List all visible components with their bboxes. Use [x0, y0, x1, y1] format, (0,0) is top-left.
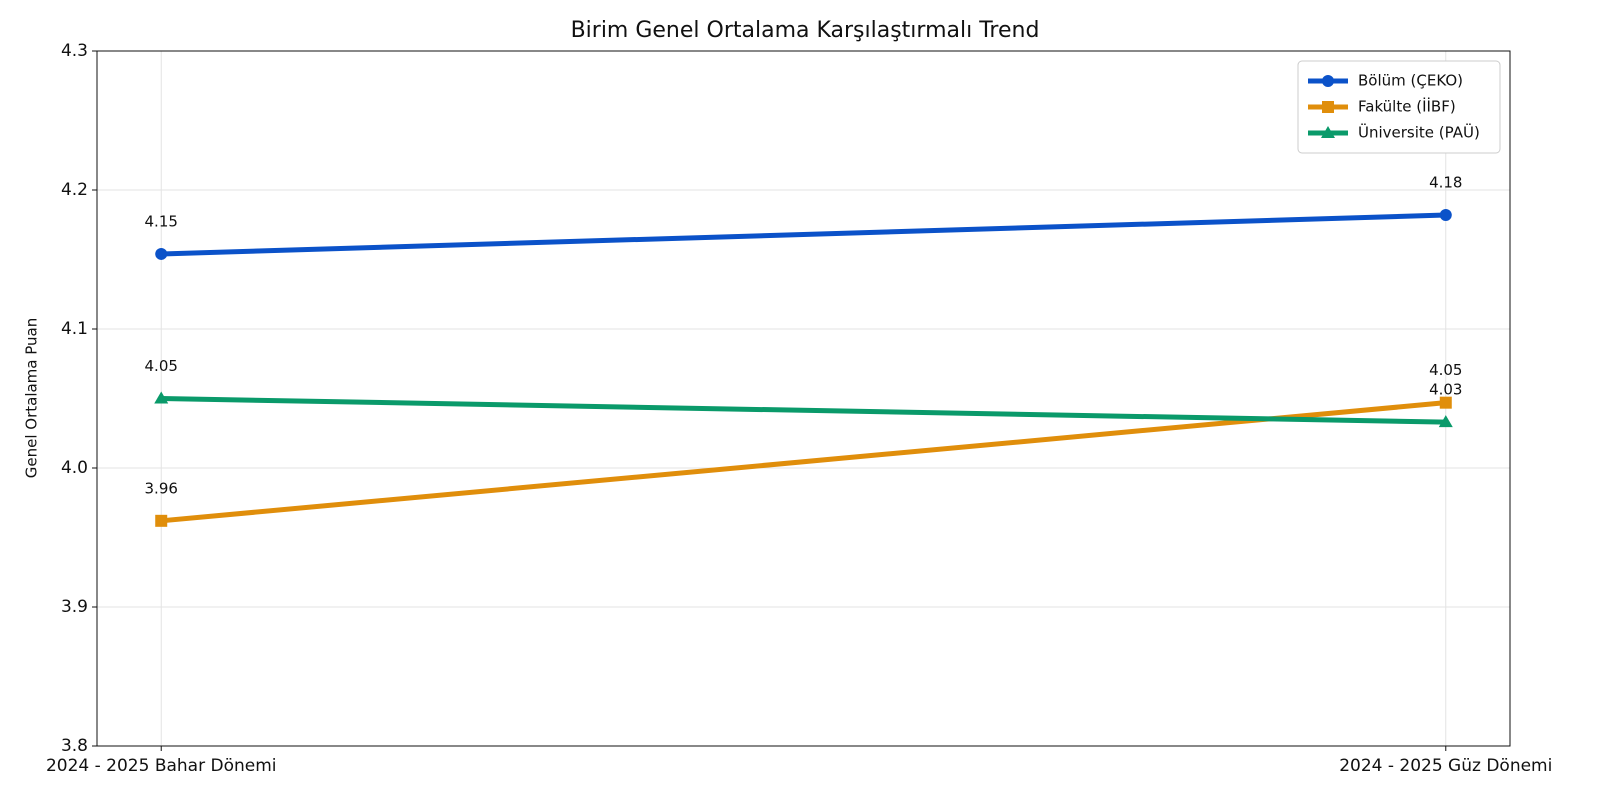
data-label: 4.05 [145, 357, 178, 375]
series-line [161, 396, 1446, 425]
y-tick-label: 4.3 [61, 41, 88, 61]
data-point [1439, 396, 1452, 409]
legend-label: Fakülte (İİBF) [1358, 97, 1456, 116]
data-label: 4.03 [1429, 381, 1462, 399]
x-tick-label: 2024 - 2025 Bahar Dönemi [46, 756, 277, 776]
data-label: 3.96 [145, 479, 178, 497]
data-point [155, 514, 168, 527]
legend-label: Üniversite (PAÜ) [1358, 123, 1480, 142]
y-tick-label: 4.0 [61, 458, 88, 478]
data-point [154, 391, 169, 404]
series-line [160, 400, 1447, 524]
series-line [161, 212, 1446, 257]
legend-box [1297, 60, 1501, 154]
y-tick-label: 4.2 [61, 180, 88, 200]
y-tick-label: 3.8 [61, 736, 88, 756]
y-tick-label: 4.1 [61, 319, 88, 339]
legend-label: Bölüm (ÇEKO) [1358, 72, 1463, 90]
plot-frame [96, 50, 1511, 747]
data-label: 4.18 [1429, 174, 1462, 192]
y-axis-label: Genel Ortalama Puan [23, 318, 41, 479]
data-label: 4.05 [1429, 361, 1462, 379]
x-tick-label: 2024 - 2025 Güz Dönemi [1339, 756, 1552, 776]
legend-marker [1322, 101, 1334, 113]
data-point [155, 247, 168, 260]
legend-marker [1322, 75, 1334, 87]
data-point [1438, 415, 1453, 428]
legend-marker [1321, 126, 1335, 138]
chart-title: Birim Genel Ortalama Karşılaştırmalı Tre… [571, 18, 1040, 43]
y-tick-label: 3.9 [61, 597, 88, 617]
data-label: 4.15 [145, 212, 178, 230]
data-point [1439, 209, 1452, 222]
